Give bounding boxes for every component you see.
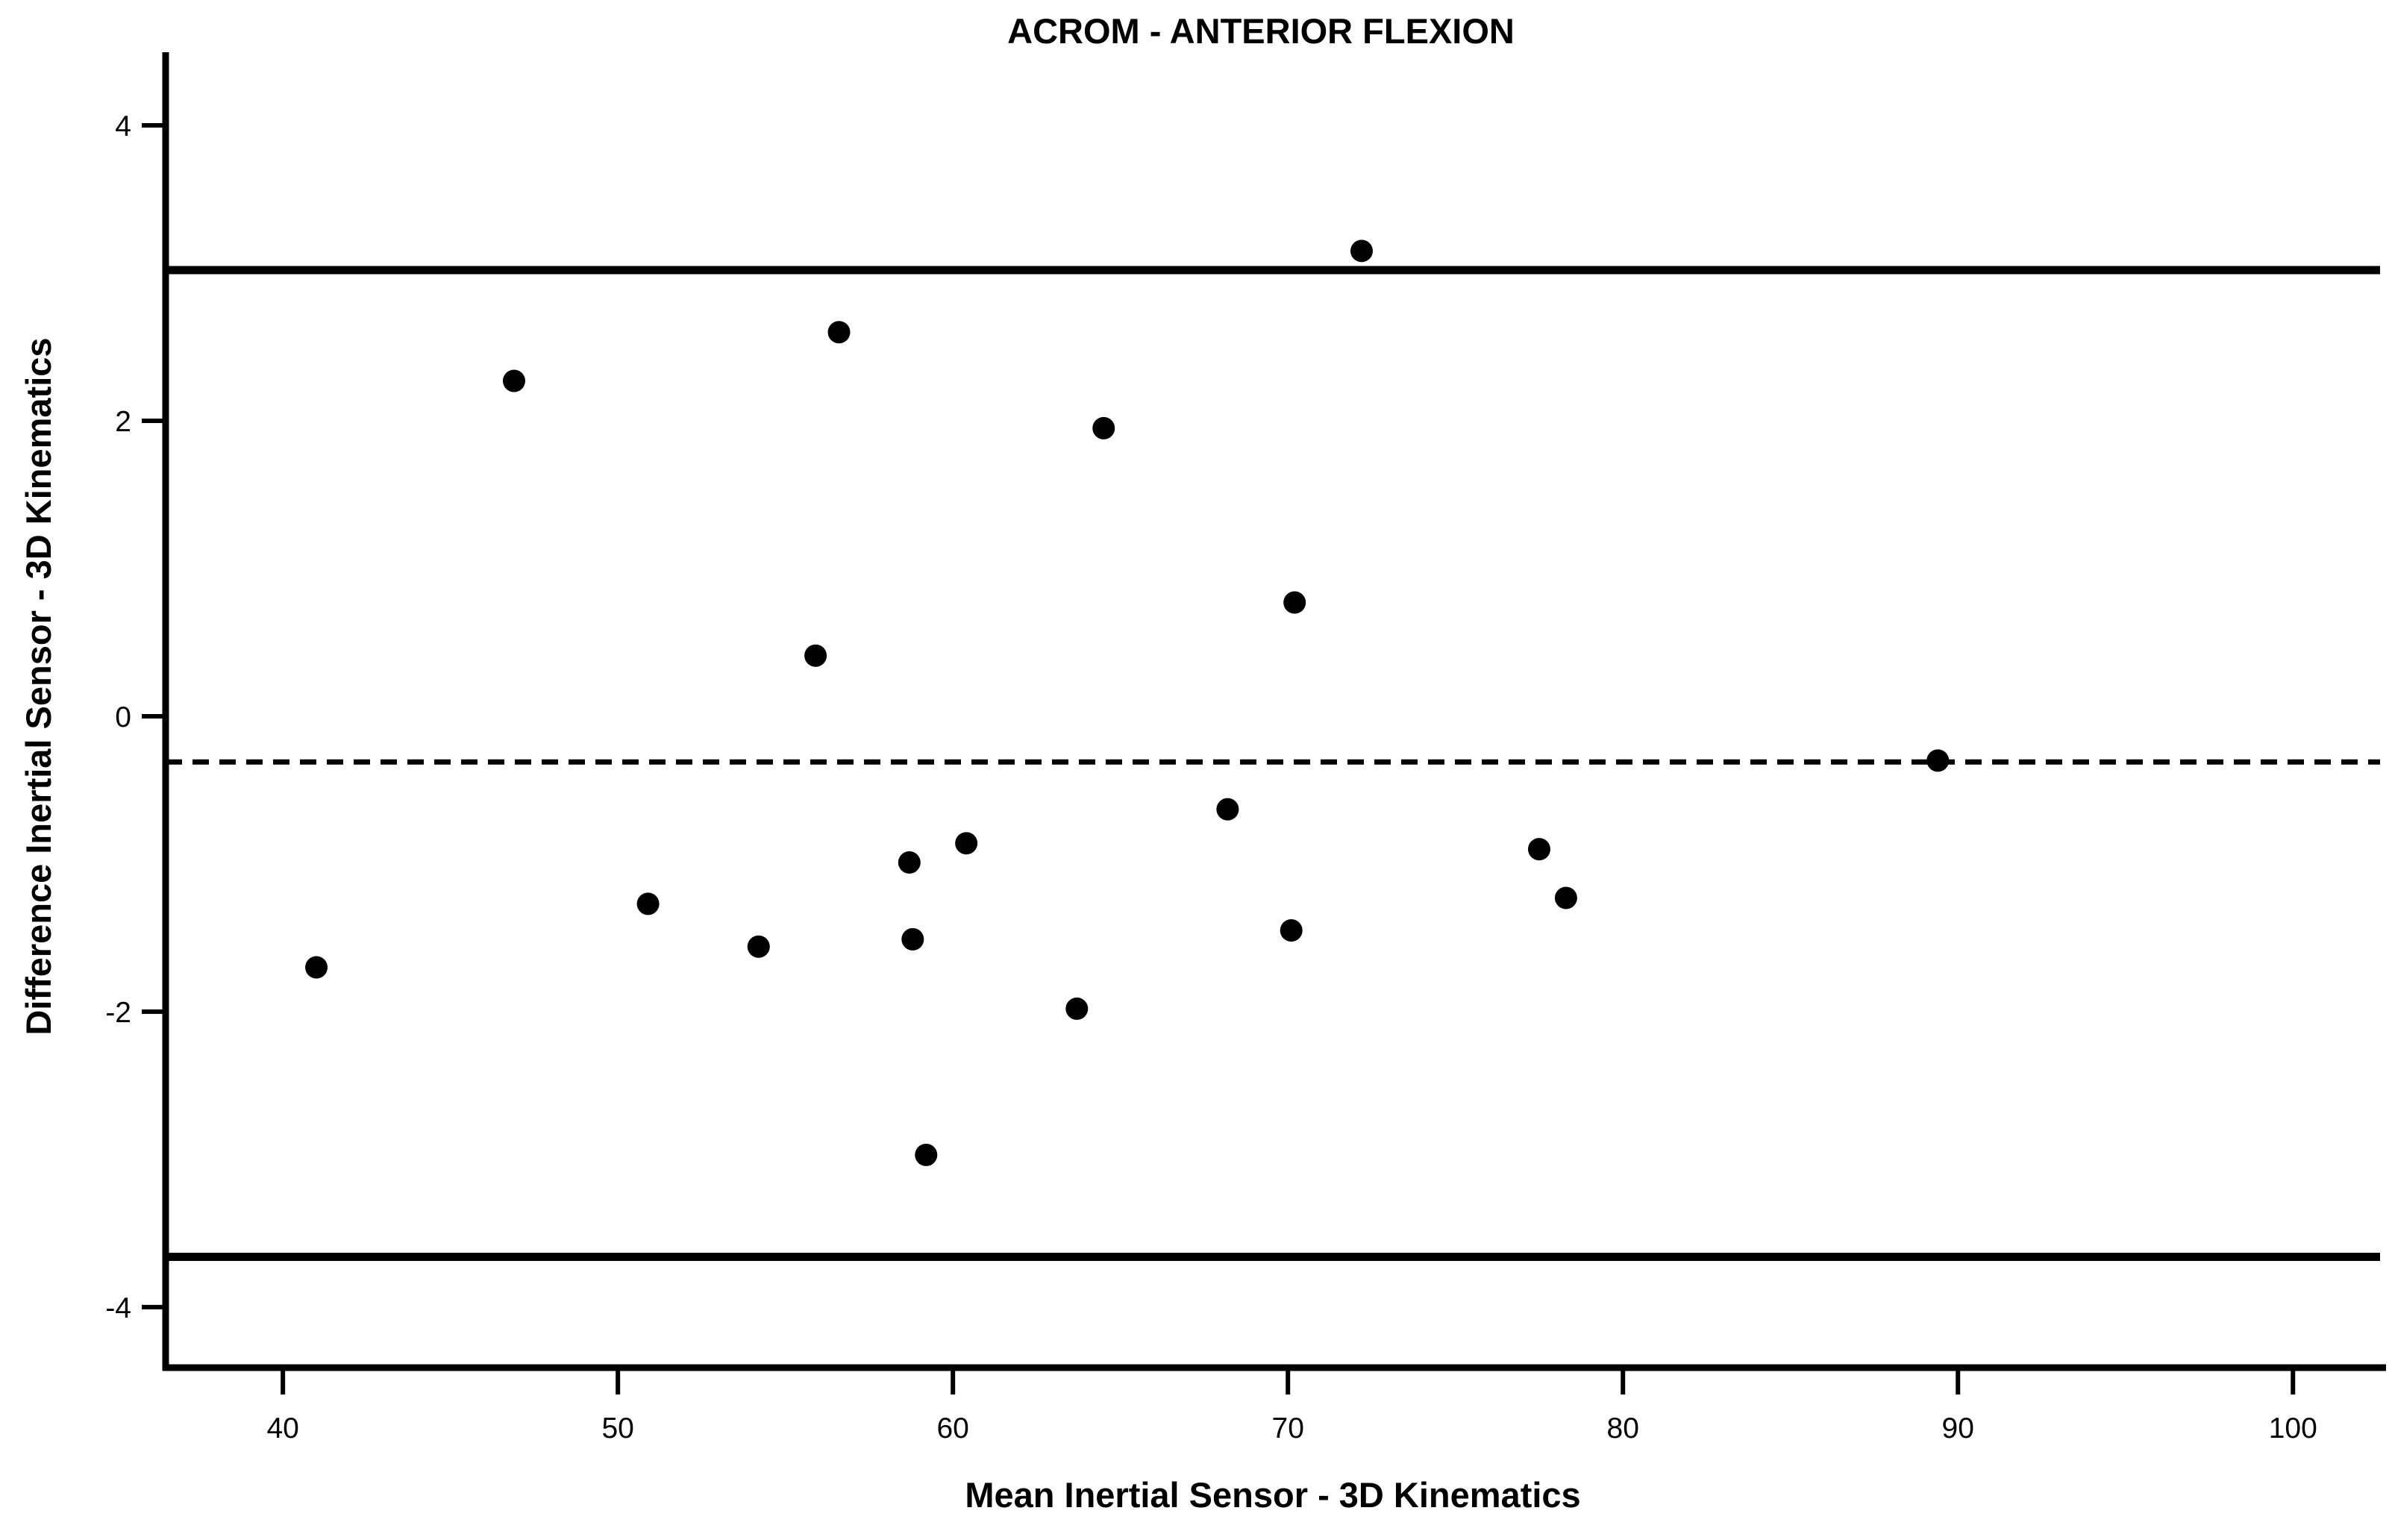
y-tick-label: 4	[115, 110, 131, 143]
data-point	[1092, 416, 1115, 439]
data-point	[1527, 838, 1550, 861]
x-tick-label: 80	[1607, 1412, 1639, 1444]
x-tick-label: 40	[266, 1412, 298, 1444]
chart-title: ACROM - ANTERIOR FLEXION	[1007, 11, 1515, 51]
data-point	[955, 832, 978, 855]
plot-layer: 40 50 60 70 80 90 100 4 2 0 -2 -4	[105, 52, 2386, 1444]
x-axis-label: Mean Inertial Sensor - 3D Kinematics	[965, 1475, 1580, 1515]
data-point	[898, 851, 921, 874]
data-point	[1926, 749, 1950, 772]
y-axis-label: Difference Inertial Sensor - 3D Kinemati…	[19, 337, 58, 1035]
data-point	[1554, 886, 1577, 910]
x-tick-label: 100	[2269, 1412, 2317, 1444]
x-tick-label: 90	[1942, 1412, 1974, 1444]
data-point	[747, 935, 770, 958]
x-tick-label: 60	[936, 1412, 968, 1444]
data-point	[1065, 997, 1089, 1020]
data-point	[1216, 798, 1239, 821]
y-tick-label: -2	[105, 997, 131, 1029]
data-point	[1280, 919, 1303, 942]
x-tick-label: 70	[1272, 1412, 1304, 1444]
data-point	[827, 321, 851, 344]
data-point	[502, 369, 525, 392]
data-point	[804, 644, 827, 667]
x-tick-label: 50	[601, 1412, 633, 1444]
y-tick-label: 2	[115, 406, 131, 438]
data-point	[636, 892, 660, 915]
y-tick-label: 0	[115, 701, 131, 733]
y-tick-label: -4	[105, 1292, 131, 1324]
data-point	[1283, 591, 1306, 614]
data-point	[915, 1143, 938, 1166]
data-point	[305, 956, 328, 979]
data-point	[1350, 240, 1373, 263]
data-point	[901, 927, 924, 951]
